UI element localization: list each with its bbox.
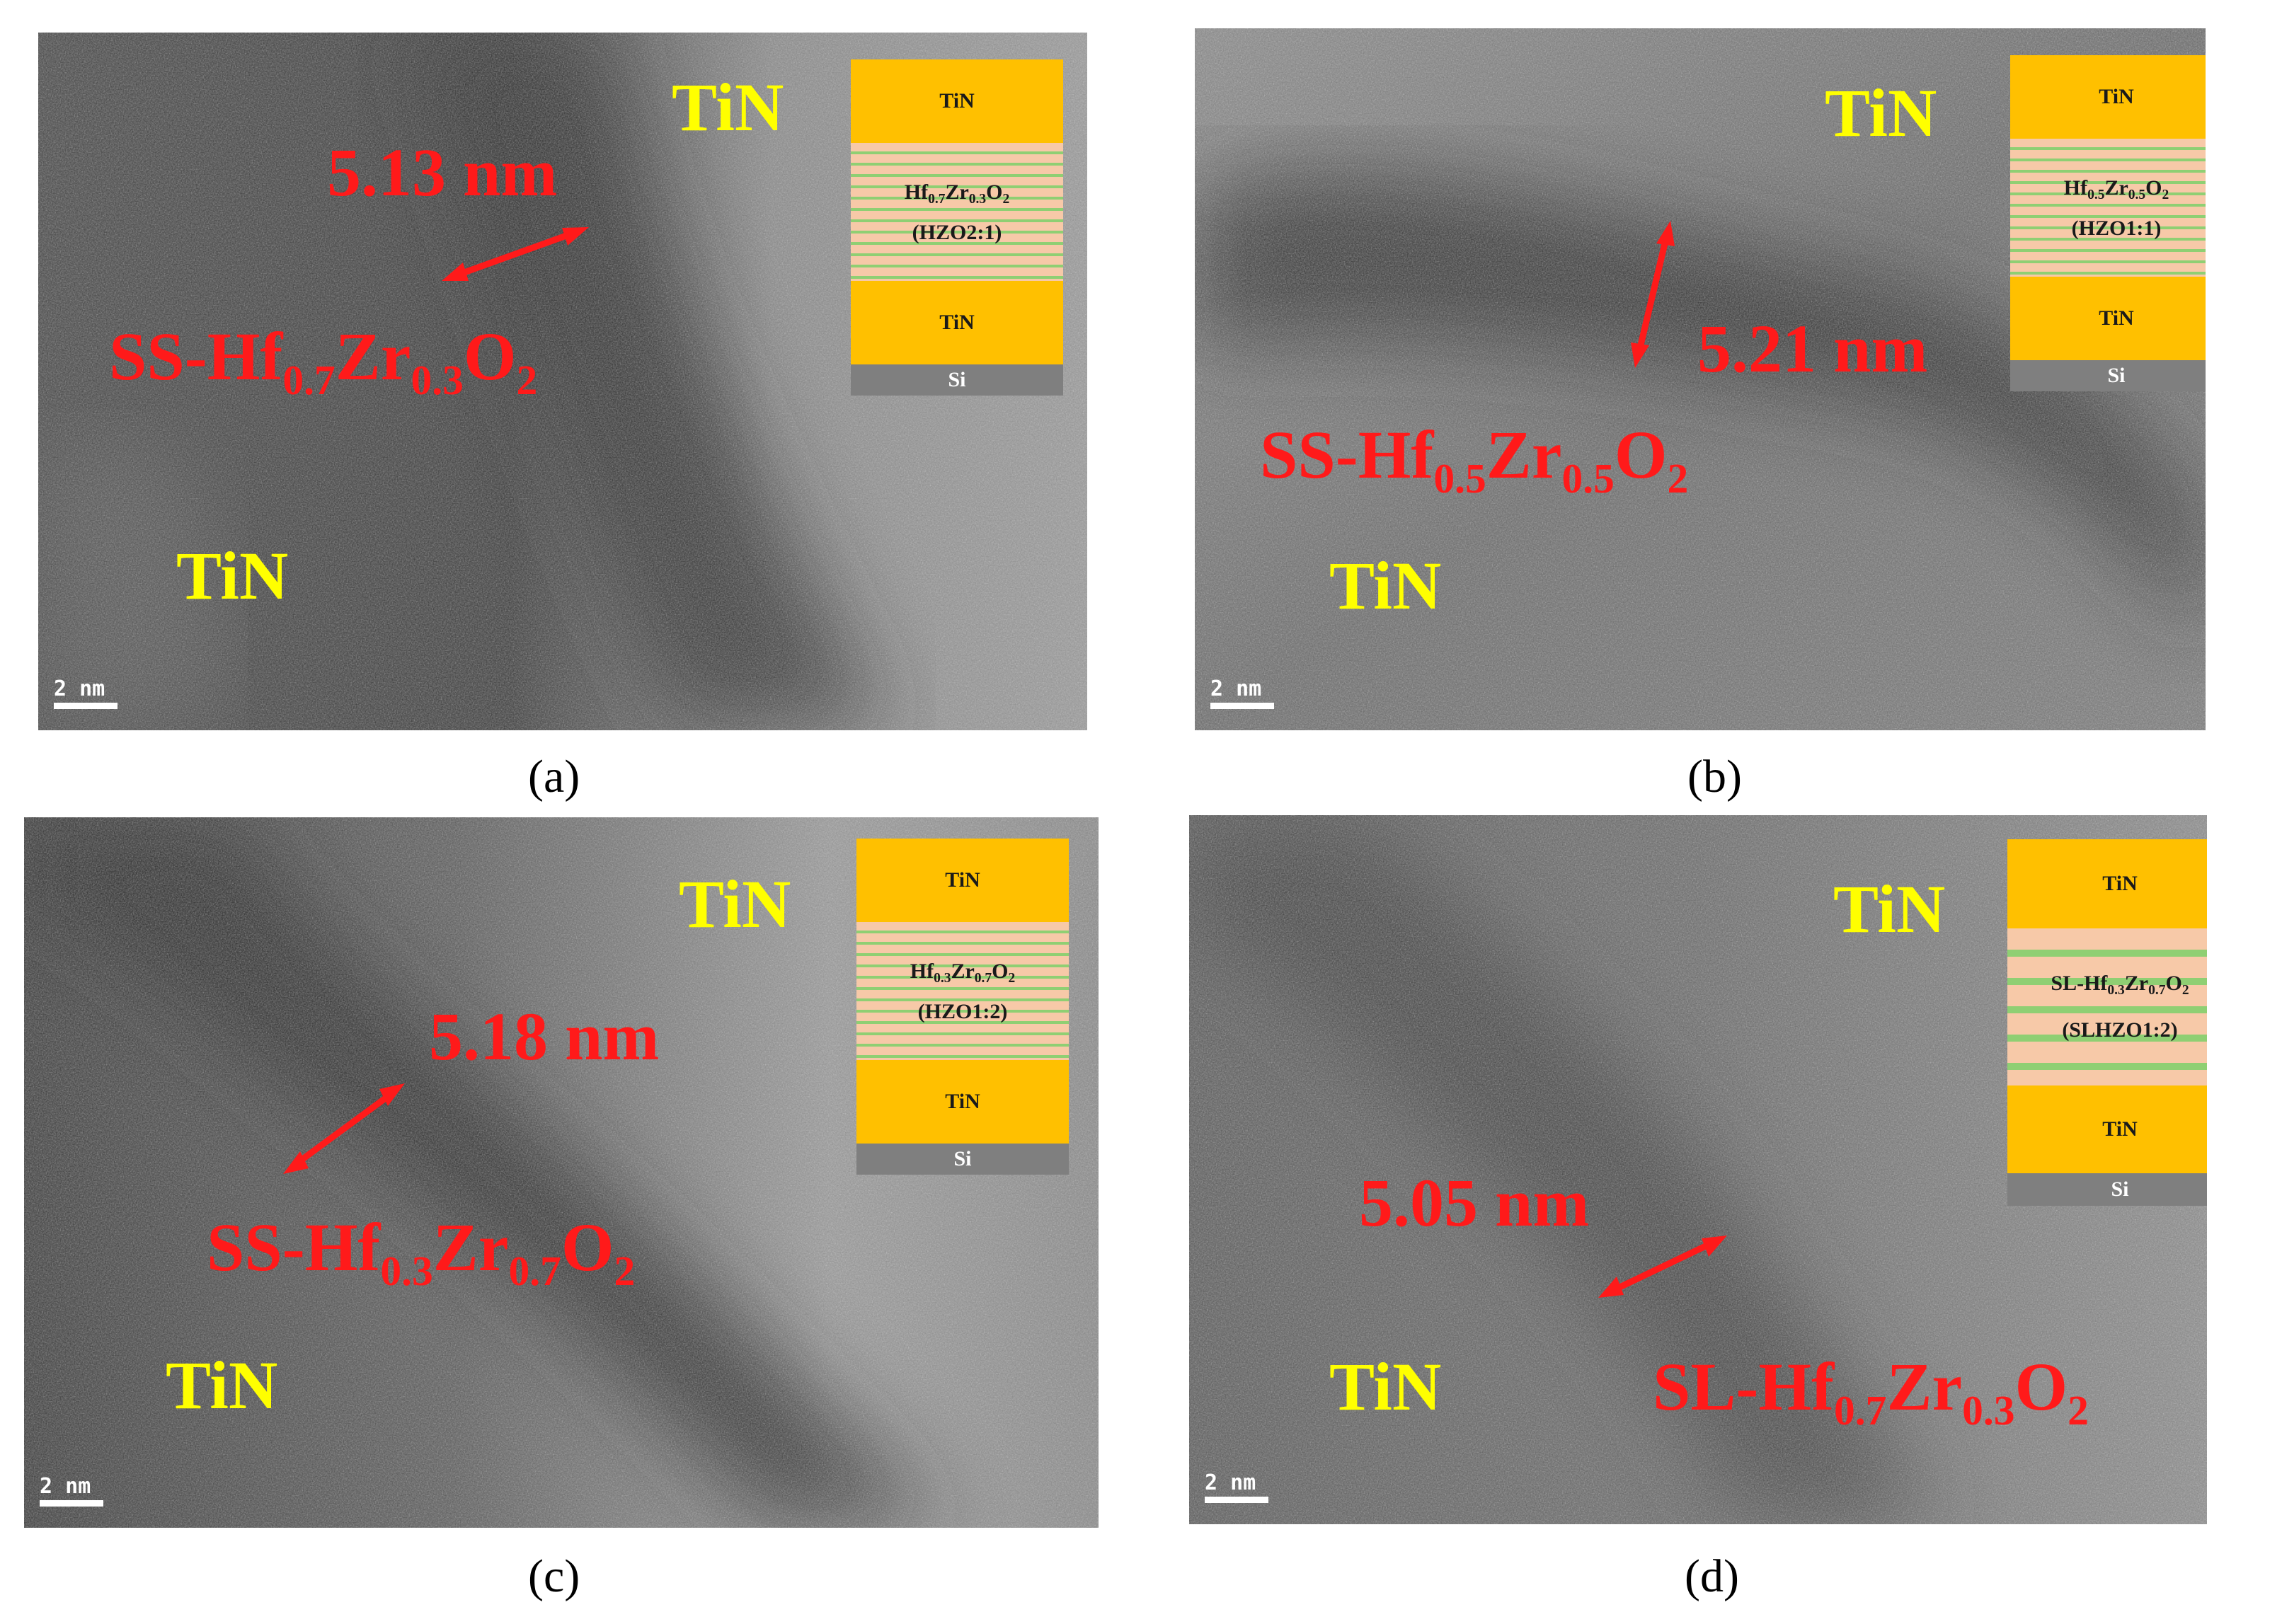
tem-panel-c: TiN TiN 5.18 nm SS-Hf0.3Zr0.7O2 TiN Hf0.… [24, 817, 1099, 1528]
panel-caption-c: (c) [528, 1550, 580, 1602]
tin-bottom-label: TiN [1329, 548, 1442, 623]
tin-top-layer: TiN [851, 59, 1063, 143]
layer-stack-inset: TiN Hf0.3Zr0.7O2 (HZO1:2) TiN Si [856, 839, 1069, 1175]
oxide-layer: Hf0.7Zr0.3O2 (HZO2:1) [851, 143, 1063, 281]
tin-top-layer: TiN [2007, 839, 2207, 928]
thickness-label: 5.05 nm [1359, 1165, 1590, 1240]
tin-top-label: TiN [1825, 75, 1937, 151]
si-substrate-layer: Si [2010, 360, 2206, 391]
tin-bottom-layer: TiN [2010, 277, 2206, 360]
scale-bar: 2 nm [1205, 1470, 1268, 1503]
oxide-layer: Hf0.3Zr0.7O2 (HZO1:2) [856, 922, 1069, 1060]
si-substrate-layer: Si [2007, 1173, 2207, 1206]
tin-bottom-label: TiN [166, 1347, 278, 1423]
panel-caption-a: (a) [528, 751, 580, 802]
thickness-label: 5.18 nm [429, 998, 660, 1074]
tem-panel-d: TiN TiN 5.05 nm SL-Hf0.7Zr0.3O2 TiN SL-H… [1189, 815, 2207, 1524]
tin-top-layer: TiN [2010, 55, 2206, 139]
thickness-label: 5.21 nm [1697, 311, 1928, 386]
si-substrate-layer: Si [851, 364, 1063, 396]
tin-top-layer: TiN [856, 839, 1069, 922]
film-label: SS-Hf0.7Zr0.3O2 [109, 318, 538, 403]
layer-stack-inset: TiN Hf0.7Zr0.3O2 (HZO2:1) TiN Si [851, 59, 1063, 396]
scale-bar: 2 nm [40, 1474, 103, 1507]
film-label: SS-Hf0.3Zr0.7O2 [207, 1209, 636, 1294]
oxide-layer: Hf0.5Zr0.5O2 (HZO1:1) [2010, 139, 2206, 277]
thickness-label: 5.13 nm [327, 134, 558, 210]
tin-top-label: TiN [1833, 871, 1946, 947]
tem-panel-a: TiN TiN 5.13 nm SS-Hf0.7Zr0.3O2 TiN Hf0.… [38, 33, 1087, 730]
tin-top-label: TiN [679, 866, 791, 942]
tin-bottom-layer: TiN [2007, 1085, 2207, 1173]
tin-bottom-layer: TiN [851, 281, 1063, 364]
scale-bar: 2 nm [1210, 676, 1274, 709]
layer-stack-inset: TiN Hf0.5Zr0.5O2 (HZO1:1) TiN Si [2010, 55, 2206, 391]
tem-panel-b: TiN TiN 5.21 nm SS-Hf0.5Zr0.5O2 TiN Hf0.… [1195, 28, 2206, 730]
si-substrate-layer: Si [856, 1144, 1069, 1175]
tin-bottom-layer: TiN [856, 1060, 1069, 1144]
scale-bar: 2 nm [54, 676, 117, 709]
panel-caption-d: (d) [1685, 1550, 1739, 1602]
layer-stack-inset: TiN SL-Hf0.3Zr0.7O2 (SLHZO1:2) TiN Si [2007, 839, 2207, 1206]
tin-bottom-label: TiN [176, 538, 289, 614]
film-label: SS-Hf0.5Zr0.5O2 [1260, 417, 1689, 502]
oxide-layer: SL-Hf0.3Zr0.7O2 (SLHZO1:2) [2007, 928, 2207, 1085]
tin-bottom-label: TiN [1329, 1349, 1442, 1424]
film-label: SL-Hf0.7Zr0.3O2 [1653, 1349, 2089, 1434]
tin-top-label: TiN [672, 69, 784, 145]
panel-caption-b: (b) [1687, 751, 1742, 802]
